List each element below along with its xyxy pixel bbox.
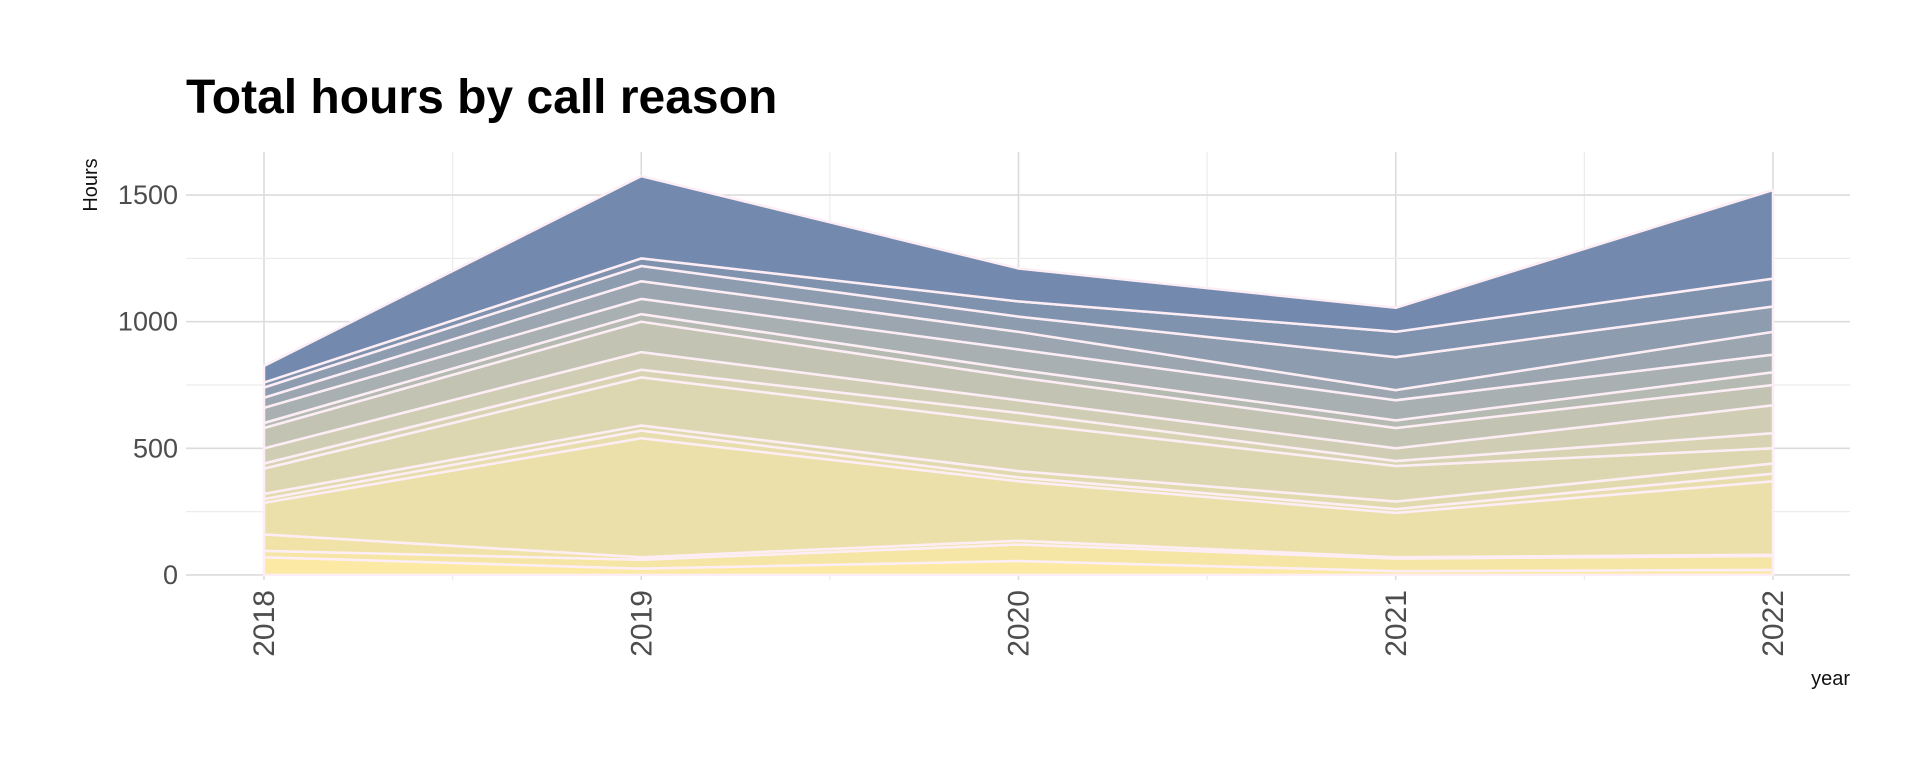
x-tick-label: 2018 bbox=[248, 590, 281, 657]
axes: 0 500 1000 1500 2018 2019 2020 2021 2022 bbox=[118, 180, 1790, 657]
y-tick-label: 1000 bbox=[118, 307, 178, 337]
y-tick-label: 500 bbox=[133, 433, 178, 463]
x-tick-label: 2019 bbox=[625, 590, 658, 657]
area-layer-16 bbox=[262, 174, 1775, 384]
x-tick-label: 2022 bbox=[1757, 590, 1790, 657]
x-axis-label: year bbox=[1811, 668, 1850, 690]
x-tick-label: 2020 bbox=[1003, 590, 1036, 657]
chart-title: Total hours by call reason bbox=[186, 71, 778, 124]
x-tick-label: 2021 bbox=[1380, 590, 1413, 657]
y-axis-label: Hours bbox=[80, 158, 102, 211]
area-layers bbox=[262, 174, 1775, 577]
y-tick-label: 1500 bbox=[118, 180, 178, 210]
y-tick-label: 0 bbox=[163, 560, 178, 590]
